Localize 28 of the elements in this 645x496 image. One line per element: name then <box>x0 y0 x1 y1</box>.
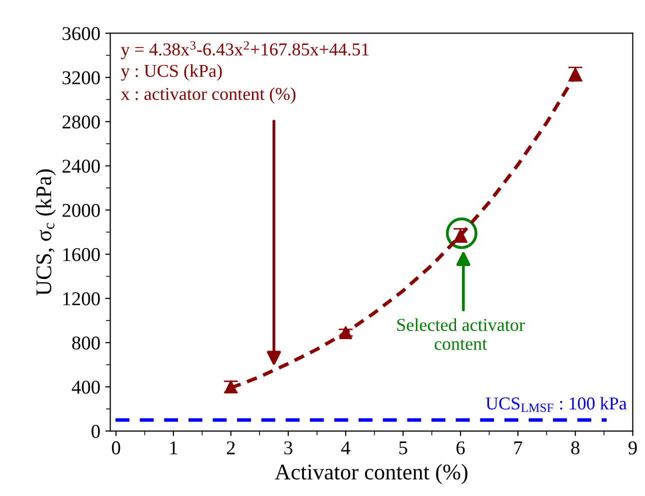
x-tick-label: 4 <box>341 441 350 454</box>
x-tick-label: 3 <box>284 441 292 454</box>
y-tick-label: 800 <box>72 336 100 350</box>
x-tick-label: 9 <box>628 441 637 454</box>
y-tick-label: 1200 <box>63 292 100 306</box>
x-tick-label: 8 <box>571 441 580 454</box>
x-tick-label: 0 <box>112 441 120 454</box>
annotation: y = 4.38x$^{3}$-6.43x$^{2}$+167.85x+44.51 <box>120 41 369 60</box>
y-tick-label: 400 <box>72 380 100 394</box>
y-tick-label: 1600 <box>63 248 100 262</box>
x-axis-title: Activator content (%) <box>274 464 468 484</box>
x-tick-label: 5 <box>399 442 408 454</box>
x-tick-label: 6 <box>456 441 465 454</box>
y-tick-label: 2000 <box>62 204 100 217</box>
y-tick-label: 0 <box>92 424 100 438</box>
point <box>339 326 352 340</box>
ref-line-label: UCS$_{LMSF}$ : 100 kPa <box>486 396 627 412</box>
x-tick-label: 1 <box>170 441 178 454</box>
y-tick-label: 3600 <box>62 27 100 40</box>
y-tick-label: 3200 <box>62 71 100 84</box>
annotation: x : activator content (%) <box>120 87 296 104</box>
y-axis-title: UCS, σ$_{c}$ (kPa) <box>36 169 56 296</box>
x-tick-label: 7 <box>514 442 522 454</box>
y-tick-label: 2400 <box>62 160 100 173</box>
y-tick-label: 2800 <box>62 115 100 129</box>
annotation: y : UCS (kPa) <box>120 64 222 81</box>
x-tick-label: 2 <box>226 441 235 454</box>
annotation: Selected activator content <box>397 318 525 350</box>
